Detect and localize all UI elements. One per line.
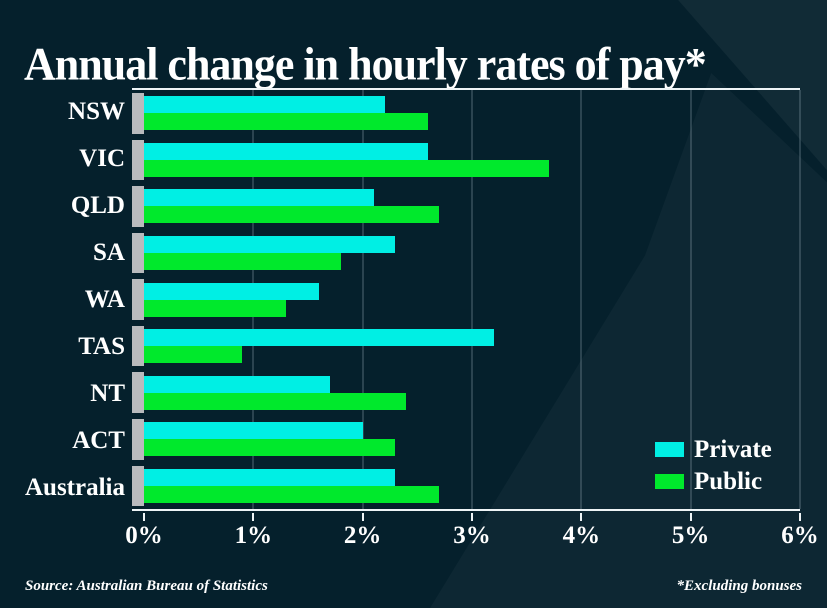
axis-tick-label-2%: 2%: [343, 522, 382, 549]
category-labels: NSW VIC QLD SA WA TAS NT ACT Australia: [0, 88, 125, 511]
gridline-2%: [362, 90, 364, 509]
legend-label-public: Public: [694, 468, 763, 495]
axis-tick-label-5%: 5%: [671, 522, 710, 549]
bar-private-vic: [144, 142, 429, 160]
axis-tick-label-6%: 6%: [781, 522, 819, 549]
category-label-tas: TAS: [78, 332, 125, 360]
source-text: Source: Australian Bureau of Statistics: [25, 578, 268, 594]
bar-private-nsw: [144, 96, 385, 114]
bar-private-qld: [144, 189, 374, 207]
plot-rows: [132, 90, 800, 509]
chart-row-vic: [132, 137, 800, 184]
bar-pair: [144, 90, 800, 137]
category-label-qld: QLD: [70, 191, 125, 219]
footer: Source: Australian Bureau of Statistics …: [25, 578, 802, 595]
gridline-6%: [799, 90, 801, 509]
chart-row-wa: [132, 276, 800, 323]
gridline-3%: [471, 90, 473, 509]
bar-pair: [144, 183, 800, 230]
bar-private-sa: [144, 235, 396, 253]
legend-label-private: Private: [694, 436, 772, 463]
x-axis: 0% 1% 2% 3% 4% 5% 6%: [125, 513, 819, 563]
axis-tick-label-4%: 4%: [562, 522, 601, 549]
bar-public-wa: [144, 299, 287, 317]
baseline-band: [132, 372, 144, 413]
category-label-australia: Australia: [25, 473, 125, 501]
category-label-act: ACT: [72, 426, 125, 454]
bar-private-nt: [144, 375, 330, 393]
category-label-nsw: NSW: [68, 97, 125, 125]
chart-row-tas: [132, 323, 800, 370]
category-label-wa: WA: [84, 285, 125, 313]
bar-pair: [144, 323, 800, 370]
bar-pair: [144, 463, 800, 510]
axis-tick-4%: [580, 513, 583, 521]
baseline-band: [132, 325, 144, 367]
baseline-band: [132, 186, 144, 227]
axis-tick-6%: [799, 513, 801, 521]
category-label-nt: NT: [90, 379, 125, 407]
category-label-sa: SA: [93, 238, 125, 266]
chart-row-qld: [132, 183, 800, 230]
bar-pair: [144, 416, 800, 463]
baseline-band: [132, 465, 144, 507]
baseline-band: [132, 139, 144, 181]
footnote-text: *Excluding bonuses: [676, 578, 802, 594]
legend: Private Public: [655, 437, 772, 501]
gridline-5%: [690, 90, 692, 509]
axis-tick-1%: [252, 513, 255, 521]
axis-tick-0%: [143, 513, 145, 521]
bar-public-nsw: [144, 113, 429, 131]
bar-private-australia: [144, 468, 396, 486]
chart-row-act: [132, 416, 800, 463]
bar-private-wa: [144, 282, 319, 300]
chart-row-nsw: [132, 90, 800, 137]
gridline-4%: [580, 90, 582, 509]
bar-private-act: [144, 422, 363, 440]
axis-tick-2%: [361, 513, 364, 521]
chart-row-sa: [132, 230, 800, 277]
bar-pair: [144, 230, 800, 277]
bar-pair: [144, 369, 800, 416]
baseline-band: [132, 232, 144, 274]
axis-tick-label-0%: 0%: [125, 522, 163, 549]
chart-row-nt: [132, 369, 800, 416]
bar-public-act: [144, 439, 396, 457]
bar-private-tas: [144, 329, 494, 347]
baseline-band: [132, 279, 144, 320]
bar-public-vic: [144, 159, 549, 177]
bar-public-qld: [144, 206, 440, 224]
plot-area: [132, 88, 801, 511]
axis-tick-3%: [471, 513, 473, 521]
bar-public-sa: [144, 252, 341, 270]
legend-item-private: Private: [655, 437, 772, 462]
bar-public-australia: [144, 485, 440, 503]
legend-item-public: Public: [655, 469, 772, 494]
baseline-band: [132, 93, 144, 134]
axis-tick-label-1%: 1%: [234, 522, 273, 549]
baseline-band: [132, 418, 144, 460]
bar-pair: [144, 137, 800, 184]
bar-pair: [144, 276, 800, 323]
chart-title: Annual change in hourly rates of pay*: [24, 38, 707, 91]
axis-tick-label-3%: 3%: [453, 522, 491, 549]
bar-public-nt: [144, 392, 407, 410]
public-swatch: [655, 474, 684, 489]
axis-tick-5%: [689, 513, 692, 521]
chart-row-australia: [132, 463, 800, 510]
private-swatch: [655, 442, 684, 457]
bar-public-tas: [144, 346, 243, 364]
category-label-vic: VIC: [79, 144, 125, 172]
